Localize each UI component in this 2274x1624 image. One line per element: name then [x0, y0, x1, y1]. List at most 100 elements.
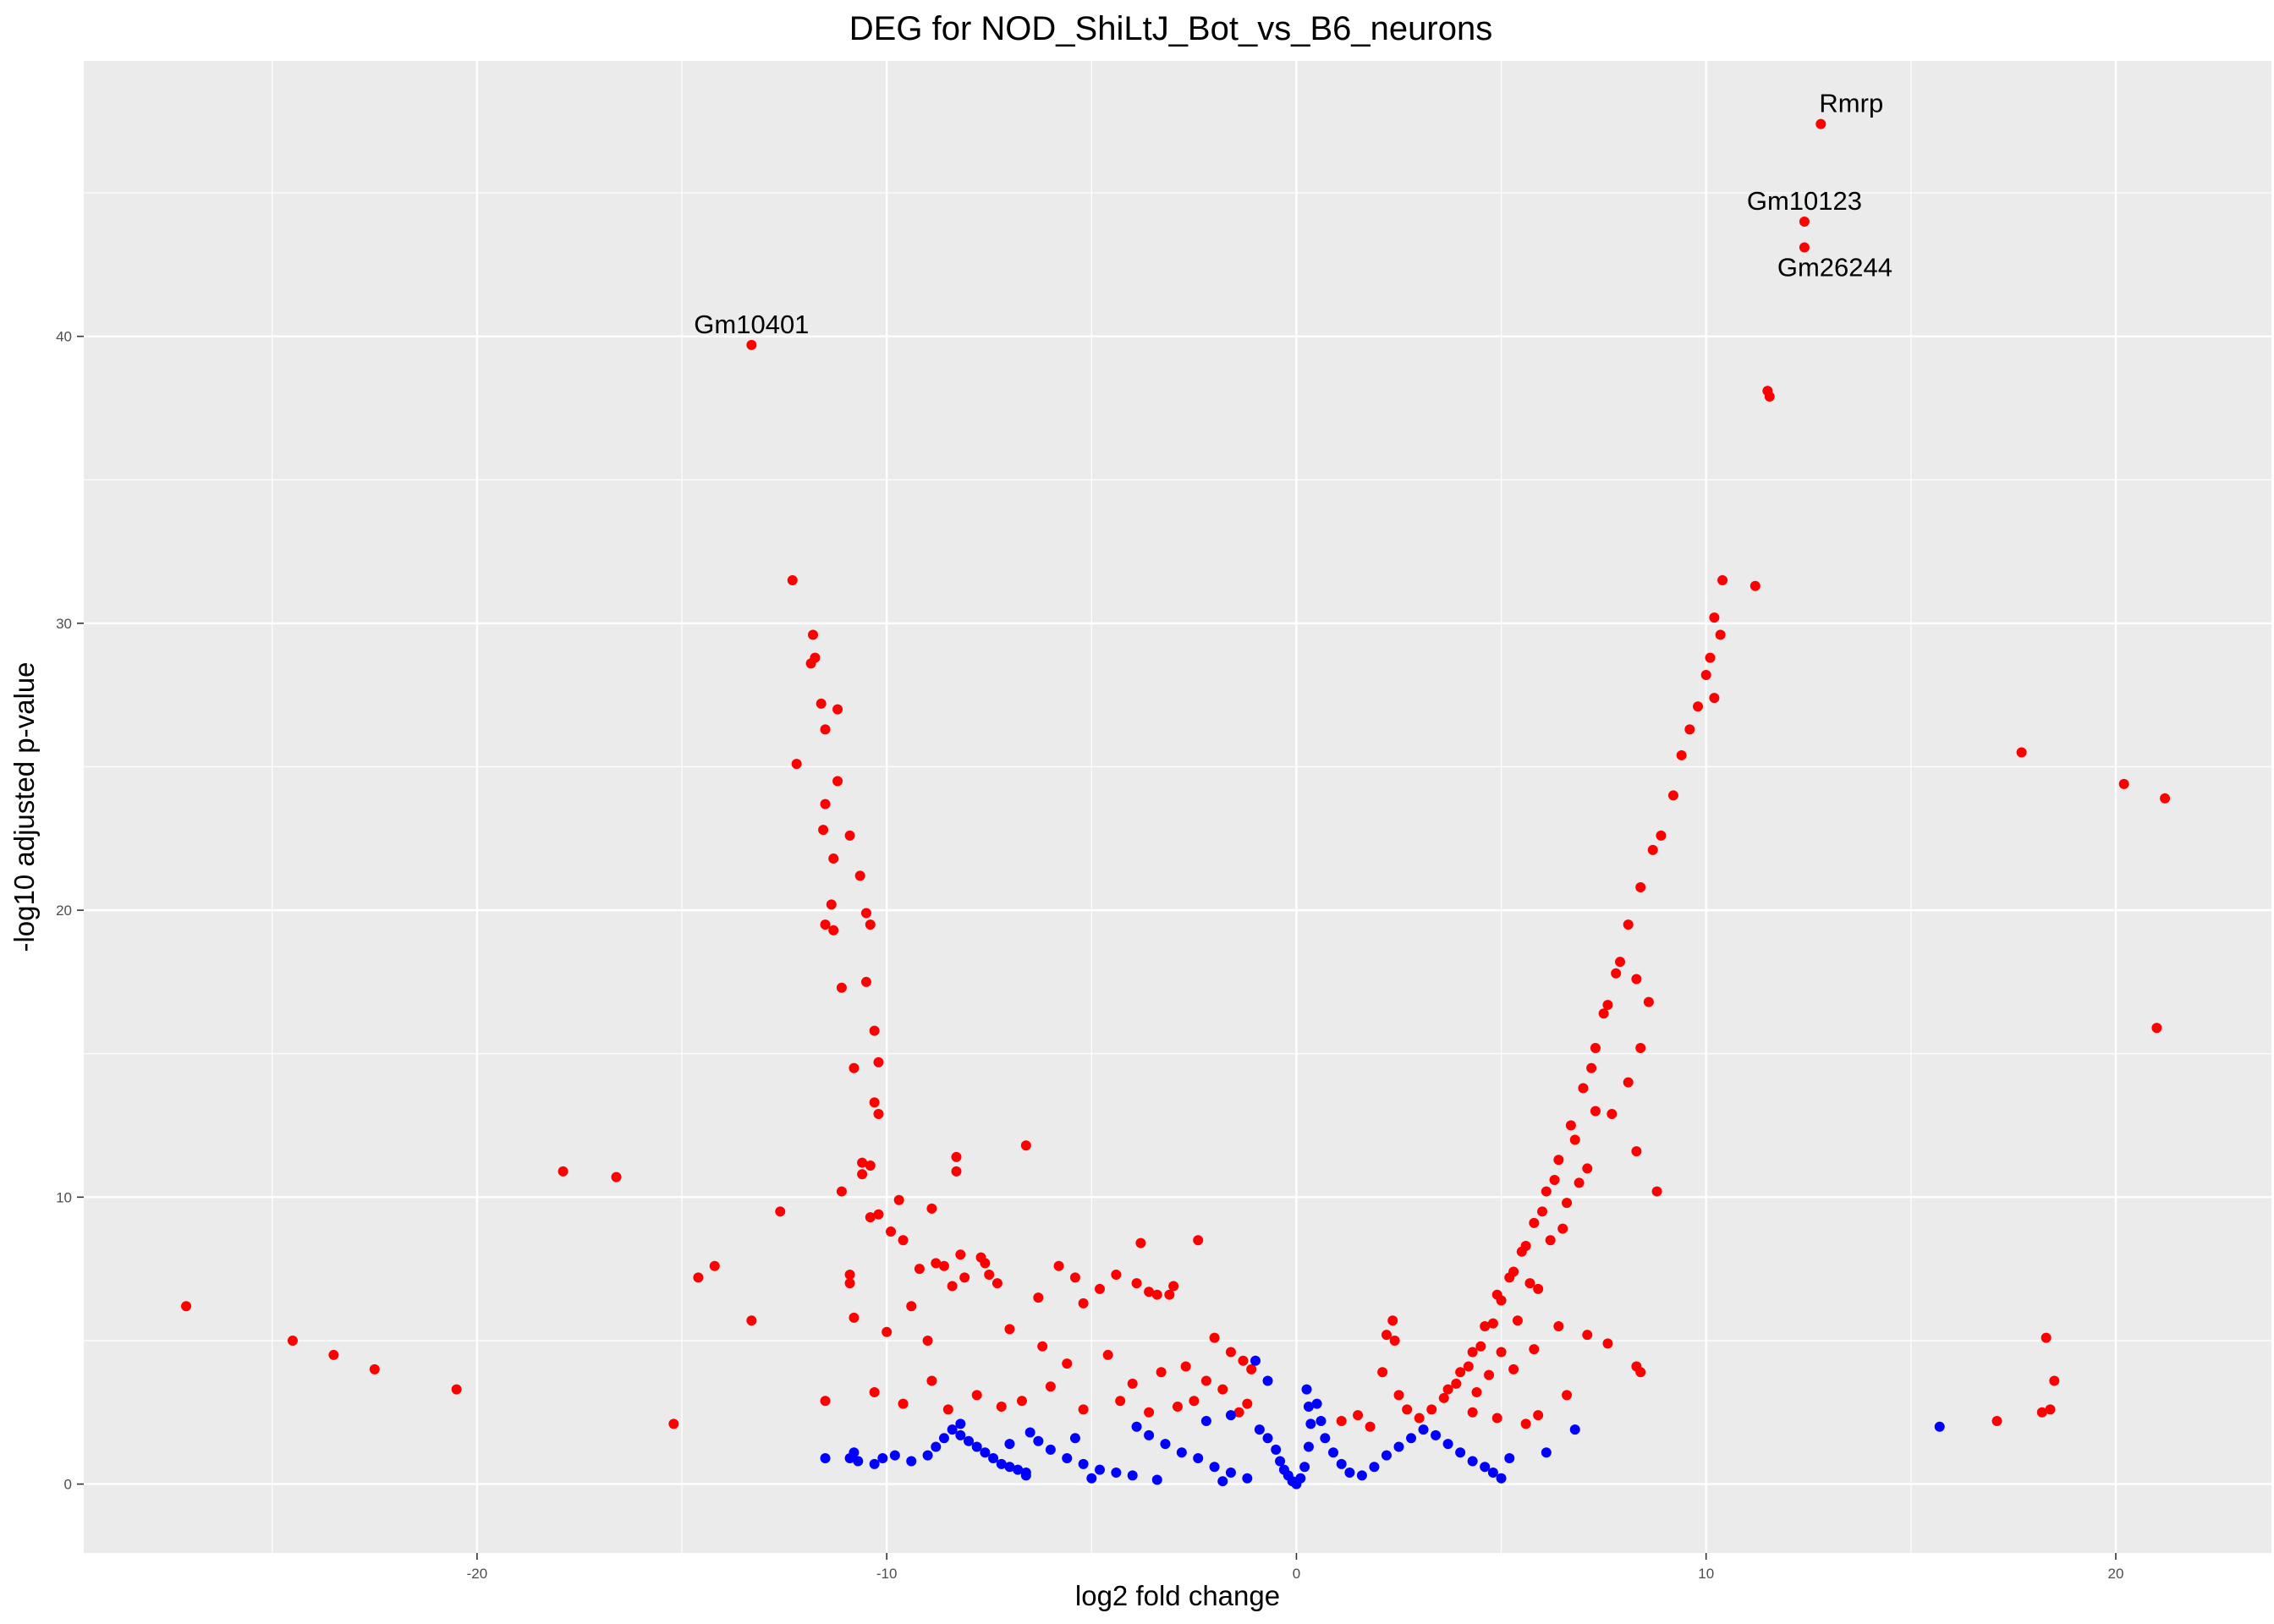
y-tick-label: 40 — [56, 329, 72, 345]
non-significant-point — [1328, 1447, 1339, 1458]
significant-point — [1016, 1396, 1027, 1407]
significant-point — [931, 1258, 942, 1269]
significant-point — [1586, 1062, 1597, 1073]
non-significant-point — [1062, 1453, 1073, 1464]
significant-point — [857, 1169, 868, 1180]
significant-point — [922, 1335, 933, 1346]
significant-point — [1094, 1283, 1105, 1294]
significant-point — [1242, 1398, 1253, 1409]
significant-point — [816, 698, 827, 709]
significant-point — [938, 1260, 949, 1271]
significant-point — [1590, 1106, 1601, 1116]
significant-point — [951, 1166, 962, 1177]
non-significant-point — [955, 1418, 966, 1429]
significant-point — [1381, 1330, 1392, 1341]
significant-point — [854, 870, 865, 881]
non-significant-point — [1303, 1401, 1314, 1412]
non-significant-point — [1176, 1447, 1187, 1458]
non-significant-point — [971, 1441, 982, 1452]
non-significant-point — [1467, 1456, 1478, 1467]
non-significant-point — [1418, 1424, 1429, 1435]
significant-point — [1164, 1289, 1175, 1300]
significant-point — [181, 1301, 192, 1312]
significant-point — [1246, 1363, 1257, 1374]
non-significant-point — [1541, 1447, 1552, 1458]
x-tick-label: -20 — [467, 1566, 488, 1582]
significant-point — [1180, 1361, 1191, 1372]
non-significant-point — [1295, 1473, 1306, 1484]
significant-point — [828, 853, 839, 864]
significant-point — [1491, 1289, 1502, 1300]
non-significant-point — [1442, 1439, 1453, 1450]
significant-point — [844, 1278, 855, 1289]
non-significant-point — [1316, 1415, 1326, 1426]
non-significant-point — [869, 1458, 880, 1469]
significant-point — [865, 1212, 876, 1223]
significant-point — [1414, 1413, 1425, 1424]
significant-point — [1189, 1396, 1200, 1407]
significant-point — [1487, 1318, 1498, 1329]
non-significant-point — [1131, 1421, 1142, 1432]
significant-point — [1512, 1315, 1523, 1326]
significant-point — [828, 924, 839, 935]
significant-point — [1717, 575, 1728, 586]
significant-point — [820, 1396, 831, 1407]
significant-point — [1574, 1177, 1585, 1188]
non-significant-point — [1225, 1410, 1236, 1421]
non-significant-point — [1320, 1433, 1331, 1444]
significant-point — [820, 724, 831, 735]
significant-point — [818, 825, 829, 836]
significant-point — [1684, 724, 1695, 735]
non-significant-point — [1004, 1462, 1015, 1473]
non-significant-point — [1305, 1418, 1316, 1429]
non-significant-point — [1487, 1468, 1498, 1479]
significant-point — [996, 1401, 1007, 1412]
significant-point — [808, 629, 818, 640]
significant-point — [369, 1363, 380, 1374]
significant-point — [849, 1062, 860, 1073]
significant-point — [1557, 1223, 1568, 1234]
significant-points — [181, 386, 2171, 1432]
significant-point — [2160, 793, 2171, 804]
significant-point — [1715, 629, 1726, 640]
non-significant-point — [1455, 1447, 1466, 1458]
significant-point — [2036, 1407, 2047, 1418]
non-significant-point — [1303, 1441, 1314, 1452]
significant-point — [1569, 1134, 1580, 1145]
significant-point — [873, 1209, 884, 1220]
significant-point — [1053, 1260, 1064, 1271]
non-significant-point — [1271, 1444, 1282, 1455]
significant-point — [2118, 778, 2129, 789]
non-significant-point — [1013, 1464, 1024, 1475]
gene-labels: Rmrp Gm10123 Gm26244 Gm10401 — [694, 89, 1892, 350]
significant-point — [1631, 1146, 1642, 1157]
significant-point — [873, 1108, 884, 1119]
significant-point — [844, 1269, 855, 1280]
significant-point — [1611, 968, 1622, 979]
significant-point — [668, 1418, 679, 1429]
labeled-gene-point — [746, 339, 757, 350]
non-significant-point — [1311, 1398, 1322, 1409]
significant-point — [914, 1264, 925, 1275]
significant-point — [746, 1315, 757, 1326]
significant-point — [1144, 1407, 1155, 1418]
significant-point — [1045, 1381, 1056, 1392]
non-significant-point — [1301, 1384, 1312, 1395]
x-axis-ticks: -20 -10 0 10 20 — [467, 1553, 2123, 1582]
non-significant-point — [1406, 1433, 1417, 1444]
significant-point — [832, 776, 843, 787]
significant-point — [1602, 1338, 1613, 1349]
significant-point — [1451, 1378, 1462, 1389]
significant-point — [820, 919, 831, 930]
significant-point — [2151, 1023, 2162, 1034]
significant-point — [869, 1387, 880, 1398]
significant-point — [1062, 1358, 1073, 1369]
minor-gridlines — [84, 61, 2271, 1553]
significant-point — [1656, 830, 1667, 841]
non-significant-point — [1431, 1429, 1442, 1440]
non-significant-point — [1369, 1462, 1380, 1473]
significant-point — [558, 1166, 568, 1177]
significant-point — [926, 1203, 937, 1214]
non-significant-point — [1225, 1468, 1236, 1479]
significant-point — [1127, 1378, 1138, 1389]
